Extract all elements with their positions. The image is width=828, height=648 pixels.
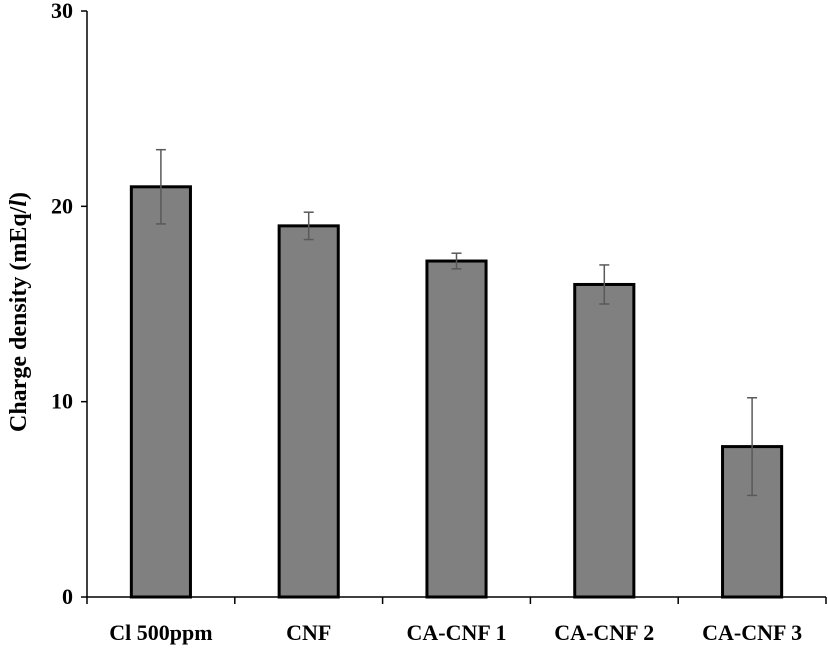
bar-cnf — [277, 224, 340, 599]
error-bar — [303, 211, 314, 241]
error-bar — [155, 148, 166, 225]
x-tick-label: CA-CNF 2 — [554, 620, 654, 645]
y-axis-ticks: 0 10 20 30 — [51, 0, 87, 609]
error-bar — [747, 397, 758, 497]
error-bar — [599, 264, 610, 305]
x-tick-label: CNF — [286, 620, 331, 645]
error-bar — [451, 252, 462, 270]
x-tick-label: CA-CNF 1 — [407, 620, 507, 645]
y-tick-label: 10 — [51, 389, 73, 414]
y-axis-title-close: ) — [6, 192, 32, 200]
y-tick-label: 0 — [62, 584, 73, 609]
y-axis-title: Charge density (mEq/l) — [6, 192, 32, 432]
x-tick-label: CA-CNF 3 — [702, 620, 802, 645]
x-axis-ticks: Cl 500ppm CNF CA-CNF 1 CA-CNF 2 CA-CNF 3 — [86, 597, 827, 645]
y-axis-title-main: Charge density (mEq/ — [6, 206, 32, 432]
error-bars — [155, 148, 758, 497]
y-tick-label: 30 — [51, 0, 73, 23]
bar-cl-500ppm — [129, 185, 192, 599]
x-tick-label: Cl 500ppm — [109, 620, 212, 645]
bars — [129, 185, 784, 599]
bar-ca-cnf-1 — [425, 259, 488, 599]
y-tick-label: 20 — [51, 193, 73, 218]
bar-ca-cnf-2 — [573, 282, 636, 599]
y-axis-title-unit: l — [6, 200, 32, 207]
